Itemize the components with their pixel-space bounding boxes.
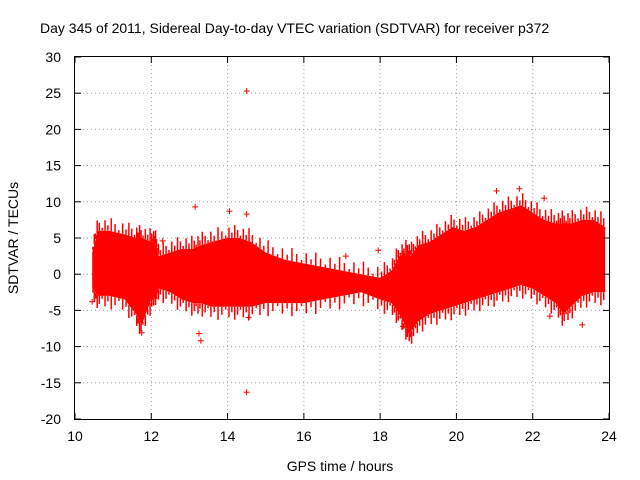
ticks: 10 12 14 16 18 20 22 24 -20 -15 -10 -5 0 5 10 15 20 25 30 <box>41 49 617 444</box>
x-tick-label: 12 <box>143 428 159 444</box>
y-tick-label: 5 <box>53 230 61 246</box>
outlier-point <box>245 314 252 321</box>
outlier-point <box>546 313 553 320</box>
outlier-point <box>243 389 250 396</box>
outlier-point <box>493 187 500 194</box>
outlier-point <box>159 237 166 244</box>
outlier-point <box>400 250 407 257</box>
y-tick-label: -20 <box>41 411 61 427</box>
y-tick-label: -10 <box>41 339 61 355</box>
x-tick-label: 18 <box>372 428 388 444</box>
outlier-point <box>375 247 382 254</box>
x-tick-label: 22 <box>525 428 541 444</box>
outlier-point <box>197 337 204 344</box>
outlier-point <box>195 330 202 337</box>
outlier-point <box>400 323 407 330</box>
outlier-point <box>516 185 523 192</box>
x-tick-label: 16 <box>296 428 312 444</box>
outlier-point <box>226 208 233 215</box>
chart-title: Day 345 of 2011, Sidereal Day-to-day VTE… <box>40 20 549 36</box>
y-tick-label: 15 <box>45 158 61 174</box>
outlier-point <box>89 298 96 305</box>
outlier-point <box>342 253 349 260</box>
outlier-point <box>243 88 250 95</box>
plot-frame <box>74 56 610 420</box>
outlier-point <box>192 203 199 210</box>
x-tick-label: 20 <box>449 428 465 444</box>
y-tick-label: 30 <box>45 49 61 65</box>
x-tick-label: 14 <box>220 428 236 444</box>
y-tick-label: 20 <box>45 121 61 137</box>
outlier-point <box>138 329 145 336</box>
x-tick-label: 24 <box>601 428 617 444</box>
y-tick-label: 0 <box>53 266 61 282</box>
y-tick-label: -5 <box>49 302 62 318</box>
y-axis-label: SDTVAR / TECUs <box>5 182 21 294</box>
x-tick-label: 10 <box>67 428 83 444</box>
data-layer <box>89 88 606 396</box>
outlier-point <box>541 195 548 202</box>
outlier-point <box>579 321 586 328</box>
y-tick-label: -15 <box>41 375 61 391</box>
y-tick-label: 10 <box>45 194 61 210</box>
data-envelope <box>92 205 606 333</box>
outlier-point <box>243 211 250 218</box>
y-tick-label: 25 <box>45 85 61 101</box>
x-axis-label: GPS time / hours <box>287 458 394 474</box>
